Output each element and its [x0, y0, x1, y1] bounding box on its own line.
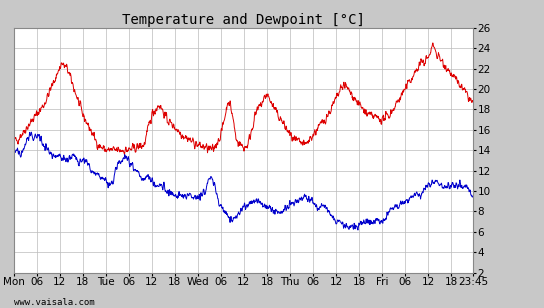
- Title: Temperature and Dewpoint [°C]: Temperature and Dewpoint [°C]: [122, 13, 365, 26]
- Text: www.vaisala.com: www.vaisala.com: [14, 298, 94, 307]
